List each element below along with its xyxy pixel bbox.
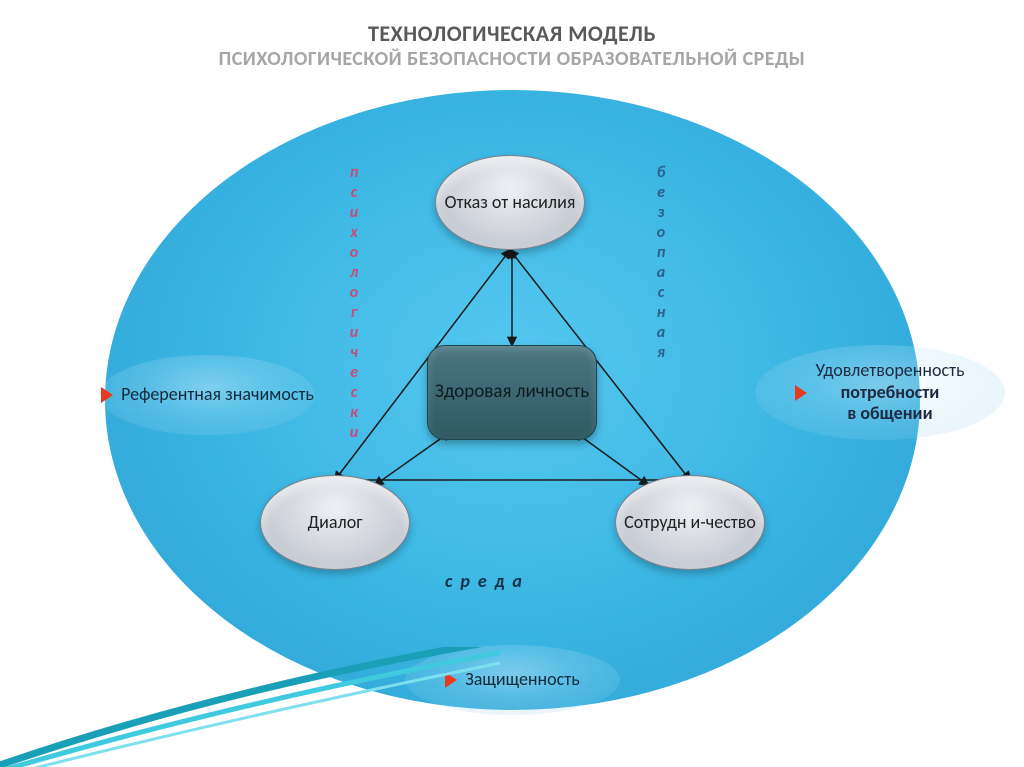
node-left: Диалог — [260, 475, 410, 570]
side-bubble-left: Референтная значимость — [100, 355, 315, 435]
node-right: Сотрудн и-чество — [615, 475, 765, 570]
vertical-label-right: безопасная — [652, 163, 672, 363]
node-top-label: Отказ от насилия — [445, 192, 576, 213]
bullet-icon — [101, 387, 113, 403]
vertical-label-left: психологически — [345, 163, 365, 443]
node-left-label: Диалог — [308, 512, 363, 533]
side-bubble-bottom: Защищенность — [405, 645, 620, 715]
bullet-icon — [795, 385, 807, 401]
center-node-label: Здоровая личность — [435, 381, 589, 404]
side-bubble-bottom-label: Защищенность — [465, 669, 579, 691]
bullet-icon — [445, 672, 457, 688]
side-bubble-left-label: Референтная значимость — [121, 384, 314, 406]
node-right-label: Сотрудн и-чество — [624, 512, 756, 533]
bottom-label: среда — [445, 570, 530, 592]
side-bubble-right: Удовлетворенность потребности в общении — [755, 345, 1005, 440]
title-line-2: ПСИХОЛОГИЧЕСКОЙ БЕЗОПАСНОСТИ ОБРАЗОВАТЕЛ… — [0, 47, 1024, 71]
title-line-1: ТЕХНОЛОГИЧЕСКАЯ МОДЕЛЬ — [0, 20, 1024, 47]
page-title: ТЕХНОЛОГИЧЕСКАЯ МОДЕЛЬ ПСИХОЛОГИЧЕСКОЙ Б… — [0, 20, 1024, 71]
side-bubble-right-label: Удовлетворенность потребности в общении — [815, 360, 964, 425]
node-top: Отказ от насилия — [435, 155, 585, 250]
center-node: Здоровая личность — [427, 345, 597, 440]
